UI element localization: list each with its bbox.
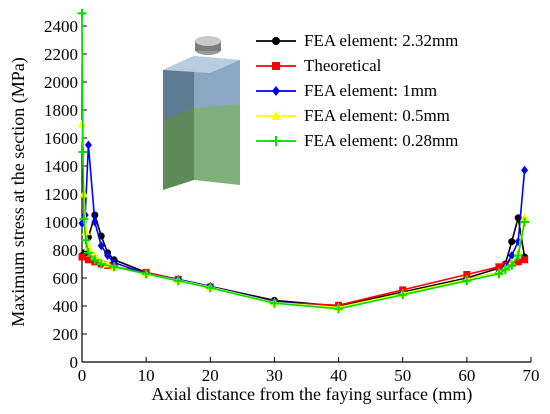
y-tick-label: 400	[53, 297, 79, 316]
y-tick-label: 2400	[44, 17, 78, 36]
data-point	[173, 276, 183, 286]
legend-label: FEA element: 0.5mm	[304, 106, 450, 125]
data-point	[514, 258, 522, 266]
legend: FEA element: 2.32mm Theoretical FEA elemen…	[256, 31, 458, 150]
y-tick-label: 1000	[44, 213, 78, 232]
data-point	[96, 259, 106, 269]
x-tick-label: 0	[78, 366, 87, 385]
y-tick-label: 0	[70, 353, 79, 372]
x-tick-label: 10	[138, 366, 155, 385]
x-tick-label: 70	[523, 366, 540, 385]
legend-label: FEA element: 1mm	[304, 81, 437, 100]
data-point	[495, 263, 503, 271]
y-tick-label: 2200	[44, 45, 78, 64]
data-point	[205, 283, 215, 293]
legend-entry: FEA element: 1mm	[256, 81, 437, 100]
y-tick-label: 200	[53, 325, 79, 344]
legend-entry: FEA element: 0.28mm	[256, 131, 458, 150]
data-point	[269, 298, 279, 308]
series-3	[78, 140, 529, 312]
data-point	[508, 238, 516, 246]
data-point	[521, 256, 529, 264]
legend-entry: FEA element: 2.32mm	[256, 31, 458, 50]
legend-label: Theoretical	[304, 56, 382, 75]
data-point	[79, 214, 89, 224]
x-tick-label: 50	[394, 366, 411, 385]
data-point	[500, 265, 510, 275]
y-tick-label: 600	[53, 269, 79, 288]
data-point	[272, 86, 280, 96]
data-point	[507, 260, 517, 270]
y-tick-label: 1600	[44, 129, 78, 148]
data-point	[83, 242, 93, 251]
data-point	[81, 227, 91, 236]
data-point	[91, 217, 99, 227]
data-point	[508, 251, 516, 261]
x-axis-title: Axial distance from the faying surface (…	[152, 384, 473, 405]
data-point	[141, 269, 151, 279]
y-tick-label: 1400	[44, 157, 78, 176]
y-axis-title: Maximum stress at the section (MPa)	[8, 57, 29, 326]
legend-entry: Theoretical	[256, 56, 382, 75]
series-layer	[77, 8, 530, 314]
data-point	[272, 62, 280, 70]
data-point	[97, 241, 105, 251]
data-point	[520, 217, 530, 227]
data-point	[81, 235, 91, 245]
y-tick-label: 1200	[44, 185, 78, 204]
data-point	[462, 276, 472, 286]
data-point	[272, 37, 280, 45]
data-point	[271, 111, 281, 120]
x-tick-label: 20	[202, 366, 219, 385]
series-1	[78, 211, 529, 310]
y-tick-label: 1800	[44, 101, 78, 120]
series-5	[77, 8, 530, 314]
cylinder-specimen-illustration	[163, 36, 240, 190]
legend-label: FEA element: 2.32mm	[304, 31, 458, 50]
data-point	[77, 8, 87, 18]
x-tick-label: 60	[458, 366, 475, 385]
data-point	[90, 255, 100, 265]
x-tick-label: 40	[330, 366, 347, 385]
data-point	[513, 251, 523, 261]
data-point	[78, 147, 88, 157]
data-point	[84, 140, 92, 150]
data-point	[104, 251, 112, 261]
data-point	[398, 290, 408, 300]
axes: 0 10 20 30 40 50 60 70 0 200 400 600 800 1000 1200 1400…	[44, 12, 540, 385]
y-tick-label: 800	[53, 241, 79, 260]
data-point	[463, 271, 471, 278]
data-point	[334, 304, 344, 314]
data-point	[521, 165, 529, 175]
data-point	[494, 269, 504, 279]
legend-entry: FEA element: 0.5mm	[256, 106, 450, 125]
data-point	[520, 213, 530, 222]
legend-label: FEA element: 0.28mm	[304, 131, 458, 150]
data-point	[83, 248, 93, 258]
data-point	[271, 136, 281, 146]
data-point	[109, 262, 119, 272]
data-point	[78, 253, 86, 261]
y-tick-label: 2000	[44, 73, 78, 92]
series-line	[81, 212, 526, 307]
data-point	[84, 256, 92, 264]
x-tick-label: 30	[266, 366, 283, 385]
